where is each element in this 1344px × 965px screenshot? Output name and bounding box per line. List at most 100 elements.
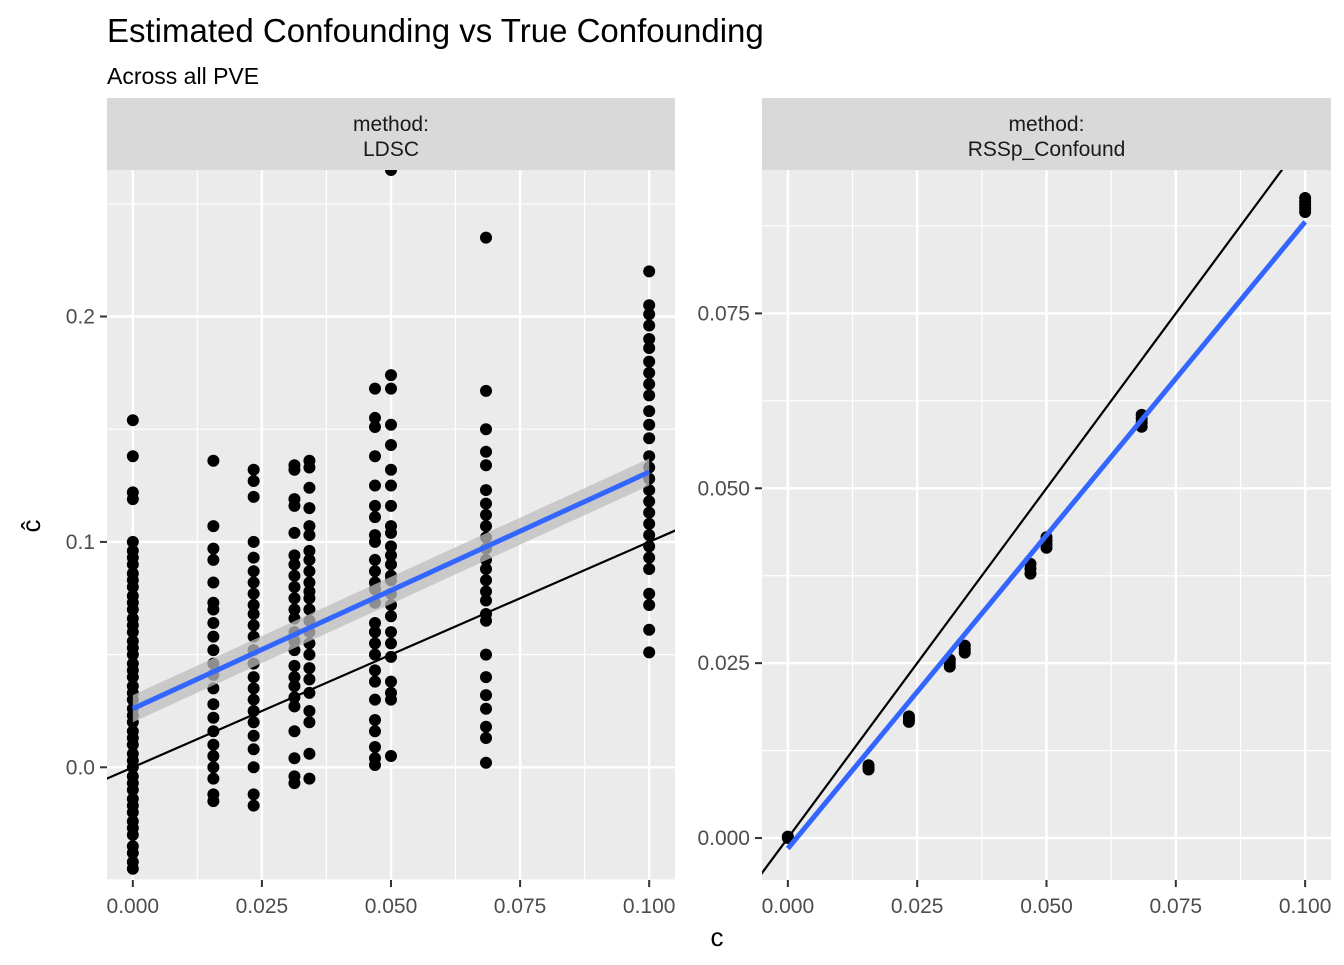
data-point xyxy=(207,630,220,643)
data-point xyxy=(303,565,316,578)
data-point xyxy=(126,450,139,463)
data-point xyxy=(480,720,493,733)
data-point xyxy=(247,535,260,548)
data-point xyxy=(368,511,381,524)
data-point xyxy=(643,342,656,355)
data-point xyxy=(303,648,316,661)
data-point xyxy=(480,574,493,587)
data-point xyxy=(643,587,656,600)
data-point xyxy=(207,576,220,589)
data-point xyxy=(247,551,260,564)
data-point xyxy=(303,544,316,557)
data-point xyxy=(480,384,493,397)
fit-line xyxy=(131,469,651,711)
data-point xyxy=(207,454,220,467)
data-point xyxy=(247,608,260,621)
x-tick-label: 0.075 xyxy=(1150,895,1203,918)
data-point xyxy=(126,544,139,557)
data-point xyxy=(288,770,301,783)
data-point xyxy=(303,747,316,760)
data-point xyxy=(480,594,493,607)
data-point xyxy=(368,420,381,433)
y-tick-label: 0.0 xyxy=(66,756,95,779)
data-point xyxy=(126,680,139,693)
chart-subtitle: Across all PVE xyxy=(107,63,259,89)
data-point xyxy=(385,418,397,431)
data-point xyxy=(385,520,397,533)
data-point xyxy=(368,741,381,754)
data-point xyxy=(207,520,220,533)
data-point xyxy=(288,569,301,582)
data-point xyxy=(303,502,316,515)
data-point xyxy=(126,792,139,805)
data-point xyxy=(385,626,397,639)
data-point xyxy=(480,520,493,533)
data-point xyxy=(385,382,397,395)
data-point xyxy=(303,716,316,729)
data-point xyxy=(303,454,316,467)
data-point xyxy=(126,535,139,548)
data-point xyxy=(288,752,301,765)
data-point xyxy=(207,761,220,774)
data-point xyxy=(480,671,493,684)
data-point xyxy=(368,725,381,738)
data-point xyxy=(247,671,260,684)
data-point xyxy=(247,490,260,503)
data-point xyxy=(385,499,397,512)
y-tick-label: 0.2 xyxy=(66,306,95,329)
data-point xyxy=(480,702,493,715)
data-point xyxy=(303,662,316,675)
data-point xyxy=(288,700,301,713)
data-point xyxy=(126,657,139,670)
chart-title: Estimated Confounding vs True Confoundin… xyxy=(107,12,764,49)
y-tick-label: 0.050 xyxy=(697,477,750,500)
data-point xyxy=(385,369,397,382)
data-point xyxy=(643,299,656,312)
data-point xyxy=(480,508,493,521)
data-point xyxy=(368,617,381,630)
data-point xyxy=(247,576,260,589)
data-point xyxy=(207,542,220,555)
data-point xyxy=(247,788,260,801)
data-point xyxy=(126,567,139,580)
data-point xyxy=(288,459,301,472)
data-point xyxy=(480,423,493,436)
data-point xyxy=(368,382,381,395)
panel-plot-area xyxy=(107,170,675,875)
facet-panel-2: method:RSSp_Confound 0.000 0.025 0.050 0.075… xyxy=(697,98,1332,918)
x-tick-label: 0.100 xyxy=(1279,895,1332,918)
data-point xyxy=(303,529,316,542)
data-point xyxy=(368,637,381,650)
data-point xyxy=(247,463,260,476)
data-point xyxy=(126,414,139,427)
data-point xyxy=(643,646,656,659)
data-point xyxy=(288,603,301,616)
data-point xyxy=(303,603,316,616)
data-point xyxy=(303,576,316,589)
data-point xyxy=(368,529,381,542)
data-point xyxy=(207,788,220,801)
data-point xyxy=(902,710,915,723)
data-point xyxy=(247,682,260,695)
data-point xyxy=(385,438,397,451)
data-point xyxy=(368,664,381,677)
data-point xyxy=(247,565,260,578)
data-point xyxy=(480,484,493,497)
data-point xyxy=(368,411,381,424)
data-point xyxy=(368,450,381,463)
data-point xyxy=(643,562,656,575)
data-point xyxy=(643,506,656,519)
data-point xyxy=(643,265,656,278)
data-point xyxy=(247,599,260,612)
data-point xyxy=(643,333,656,346)
data-point xyxy=(643,405,656,418)
facet-strip-label-line2: RSSp_Confound xyxy=(968,138,1126,161)
identity-line xyxy=(762,170,1284,875)
data-point xyxy=(643,319,656,332)
data-point xyxy=(385,558,397,571)
data-point xyxy=(288,549,301,562)
data-point xyxy=(643,418,656,431)
facet-panel-1: method:LDSC 0.000 0.025 0.050 0.075 0.100 0.0 0… xyxy=(66,98,675,918)
data-point xyxy=(303,772,316,785)
